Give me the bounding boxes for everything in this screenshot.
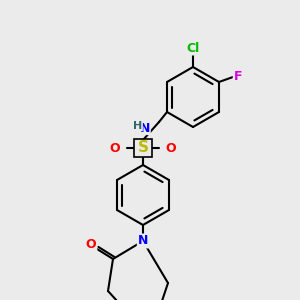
Text: F: F: [234, 70, 242, 83]
Text: H: H: [134, 121, 142, 131]
FancyBboxPatch shape: [134, 139, 152, 157]
Text: O: O: [166, 142, 176, 154]
Text: O: O: [86, 238, 96, 251]
Text: S: S: [137, 140, 148, 155]
Text: Cl: Cl: [186, 41, 200, 55]
Text: O: O: [110, 142, 120, 154]
Text: N: N: [138, 235, 148, 248]
Text: N: N: [140, 122, 150, 134]
